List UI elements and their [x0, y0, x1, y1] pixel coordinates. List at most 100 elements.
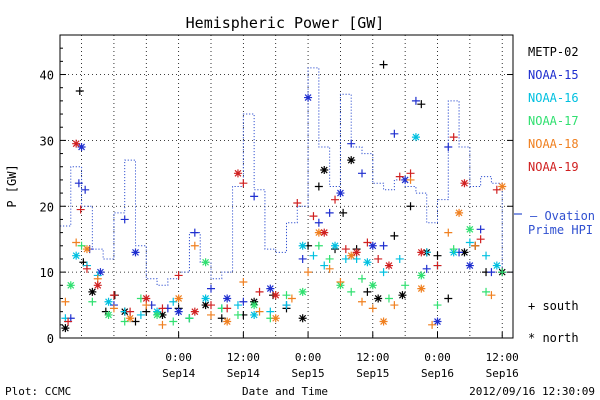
data-point-noaa-19 — [82, 264, 91, 273]
data-point-noaa-19 — [233, 169, 242, 178]
x-tick-label-time: 0:00 — [295, 351, 322, 364]
data-point-metp-02 — [444, 294, 453, 303]
data-point-noaa-19 — [476, 235, 485, 244]
data-point-noaa-19 — [190, 307, 199, 316]
y-tick-label: 20 — [40, 200, 54, 214]
data-point-noaa-19 — [255, 287, 264, 296]
data-point-noaa-16 — [282, 301, 291, 310]
x-tick-label-date: Sep14 — [227, 367, 260, 380]
data-point-metp-02 — [460, 248, 469, 257]
data-point-noaa-18 — [487, 291, 496, 300]
data-point-noaa-18 — [471, 241, 480, 250]
data-point-metp-02 — [339, 208, 348, 217]
data-point-noaa-15 — [314, 218, 323, 227]
data-point-noaa-16 — [465, 238, 474, 247]
x-tick-label-time: 12:00 — [486, 351, 519, 364]
data-point-metp-02 — [379, 60, 388, 69]
data-point-noaa-15 — [368, 241, 377, 250]
y-tick-label: 30 — [40, 134, 54, 148]
legend-entry-noaa-19: NOAA-19 — [528, 160, 579, 174]
data-point-metp-02 — [347, 156, 356, 165]
data-point-noaa-18 — [271, 314, 280, 323]
data-point-noaa-16 — [341, 254, 350, 263]
data-point-noaa-15 — [266, 284, 275, 293]
legend-marker-north: * north — [528, 331, 579, 345]
data-point-noaa-15 — [77, 142, 86, 151]
data-point-noaa-15 — [223, 294, 232, 303]
data-point-noaa-18 — [239, 278, 248, 287]
data-point-noaa-15 — [422, 264, 431, 273]
data-point-noaa-19 — [460, 179, 469, 188]
data-point-noaa-17 — [384, 294, 393, 303]
data-point-noaa-18 — [207, 310, 215, 319]
footer-timestamp: 2012/09/16 12:30:09 — [469, 385, 595, 398]
data-point-metp-02 — [320, 166, 329, 175]
x-tick-label-time: 0:00 — [165, 351, 192, 364]
x-tick-label-date: Sep15 — [292, 367, 325, 380]
data-points — [61, 60, 507, 333]
data-point-noaa-19 — [341, 245, 350, 254]
y-tick-label: 40 — [40, 69, 54, 83]
data-point-noaa-19 — [142, 294, 151, 303]
data-point-noaa-18 — [255, 307, 264, 316]
data-point-noaa-18 — [190, 241, 199, 250]
data-point-noaa-19 — [352, 248, 361, 257]
data-point-noaa-18 — [61, 297, 70, 306]
data-point-noaa-18 — [347, 251, 356, 260]
data-point-noaa-18 — [325, 264, 334, 273]
data-point-noaa-17 — [88, 297, 97, 306]
x-axis-label: Date and Time — [242, 385, 328, 398]
data-point-noaa-16 — [379, 268, 388, 277]
data-point-noaa-18 — [417, 284, 426, 293]
data-point-metp-02 — [314, 182, 323, 191]
data-point-noaa-15 — [325, 208, 334, 217]
data-point-noaa-16 — [395, 254, 404, 263]
data-point-noaa-19 — [374, 254, 383, 263]
data-point-noaa-15 — [239, 297, 248, 306]
data-point-noaa-15 — [465, 261, 474, 270]
data-point-noaa-17 — [298, 287, 307, 296]
data-point-noaa-15 — [74, 179, 83, 188]
axis-ticks: 0 10 20 30 40 0:00 Sep14 12:00 Sep14 0:00 Sep15 12:… — [40, 34, 519, 380]
data-point-noaa-16 — [331, 241, 340, 250]
data-point-noaa-17 — [233, 310, 242, 319]
legend-entry-noaa-15: NOAA-15 — [528, 68, 579, 82]
data-point-metp-02 — [217, 314, 226, 323]
data-point-noaa-18 — [287, 294, 296, 303]
data-point-noaa-15 — [174, 307, 183, 316]
data-point-noaa-18 — [223, 317, 232, 326]
x-tick-label-time: 12:00 — [356, 351, 389, 364]
data-point-noaa-19 — [309, 212, 318, 221]
data-point-noaa-17 — [498, 268, 507, 277]
data-point-noaa-18 — [455, 208, 464, 217]
data-point-noaa-15 — [131, 248, 140, 257]
data-point-noaa-17 — [368, 281, 377, 290]
data-point-noaa-17 — [153, 310, 162, 319]
data-point-noaa-15 — [444, 142, 453, 151]
data-point-noaa-19 — [293, 198, 302, 207]
footer-left: Plot: CCMC — [5, 385, 71, 398]
data-point-noaa-19 — [239, 179, 248, 188]
data-point-noaa-19 — [363, 238, 372, 247]
data-point-noaa-18 — [126, 314, 135, 323]
data-point-noaa-15 — [487, 268, 496, 277]
data-point-noaa-19 — [395, 172, 404, 181]
data-point-noaa-19 — [72, 139, 81, 148]
data-point-metp-02 — [158, 310, 167, 319]
data-point-noaa-16 — [233, 301, 242, 310]
data-point-noaa-17 — [185, 314, 194, 323]
data-point-noaa-19 — [126, 307, 135, 316]
data-point-noaa-19 — [64, 317, 73, 326]
data-point-noaa-16 — [492, 261, 501, 270]
data-point-noaa-18 — [498, 182, 507, 191]
data-point-noaa-16 — [250, 310, 259, 319]
data-point-noaa-19 — [207, 301, 215, 310]
data-point-noaa-16 — [169, 297, 178, 306]
data-point-noaa-17 — [325, 254, 334, 263]
data-point-noaa-15 — [190, 228, 199, 237]
legend-ovation-line2: Prime HPI — [528, 223, 593, 237]
data-point-metp-02 — [79, 258, 88, 267]
data-point-noaa-17 — [465, 225, 474, 234]
data-point-noaa-15 — [347, 139, 356, 148]
